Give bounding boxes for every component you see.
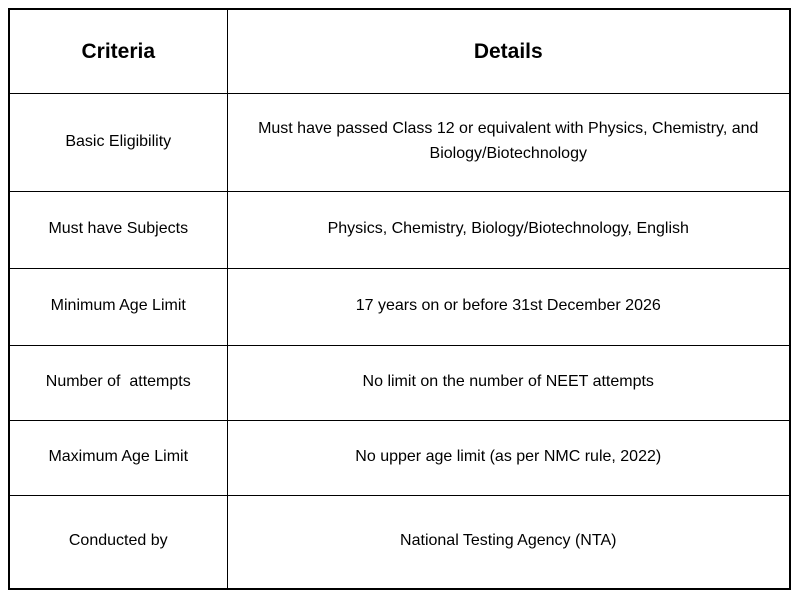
header-cell-details: Details: [226, 8, 791, 94]
criteria-cell: Maximum Age Limit: [8, 419, 228, 496]
criteria-cell: Basic Eligibility: [8, 92, 228, 192]
criteria-cell: Number of attempts: [8, 344, 228, 421]
table-row: Number of attempts No limit on the numbe…: [8, 344, 791, 421]
details-cell: Physics, Chemistry, Biology/Biotechnolog…: [226, 190, 791, 269]
table-row: Basic Eligibility Must have passed Class…: [8, 92, 791, 192]
details-cell: National Testing Agency (NTA): [226, 494, 791, 590]
details-cell: Must have passed Class 12 or equivalent …: [226, 92, 791, 192]
table-row: Must have Subjects Physics, Chemistry, B…: [8, 190, 791, 269]
details-cell: 17 years on or before 31st December 2026: [226, 267, 791, 346]
table-header-row: Criteria Details: [8, 8, 791, 94]
header-cell-criteria: Criteria: [8, 8, 228, 94]
criteria-cell: Must have Subjects: [8, 190, 228, 269]
table-row: Maximum Age Limit No upper age limit (as…: [8, 419, 791, 496]
criteria-cell: Conducted by: [8, 494, 228, 590]
criteria-cell: Minimum Age Limit: [8, 267, 228, 346]
table-row: Conducted by National Testing Agency (NT…: [8, 494, 791, 590]
details-cell: No limit on the number of NEET attempts: [226, 344, 791, 421]
neet-eligibility-table: Criteria Details Basic Eligibility Must …: [8, 8, 791, 590]
details-cell: No upper age limit (as per NMC rule, 202…: [226, 419, 791, 496]
table-row: Minimum Age Limit 17 years on or before …: [8, 267, 791, 346]
